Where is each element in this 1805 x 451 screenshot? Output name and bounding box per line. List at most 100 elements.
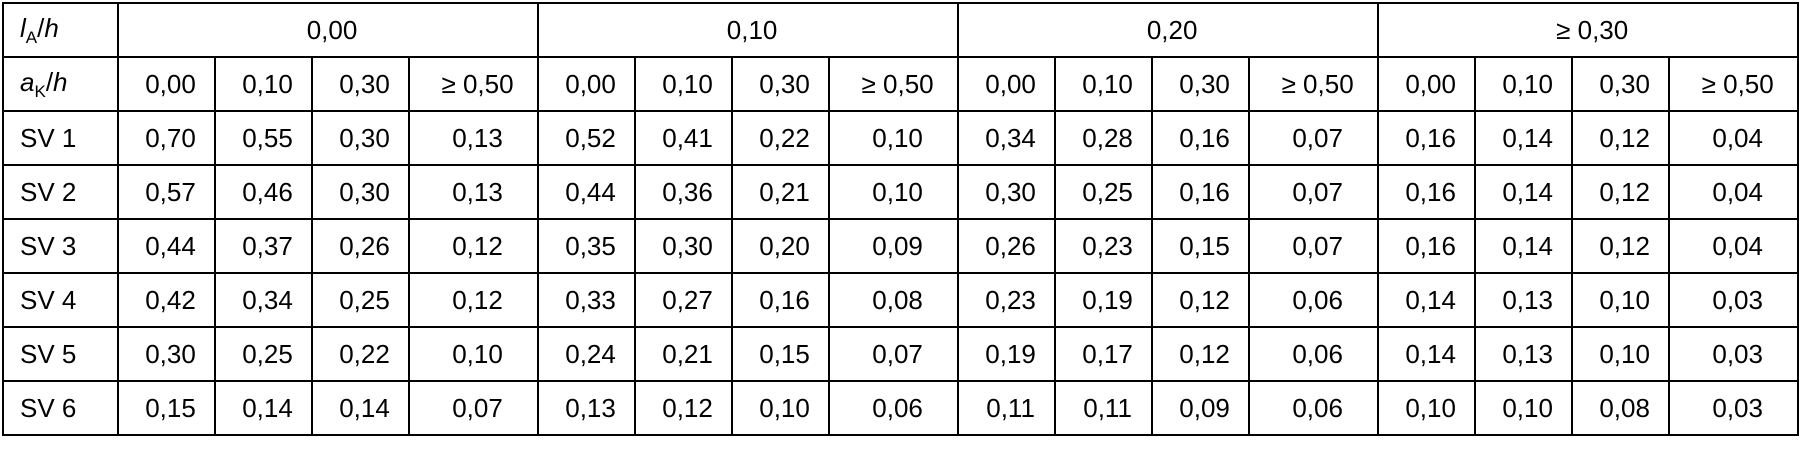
table-row: SV 1 0,70 0,55 0,30 0,13 0,52 0,41 0,22 0,10 0,34…: [2, 110, 1800, 166]
table-row: SV 2 0,57 0,46 0,30 0,13 0,44 0,36 0,21 0,10 0,30…: [2, 164, 1800, 220]
table-cell: 0,13: [537, 380, 637, 436]
corner-var: l: [20, 12, 26, 43]
table-cell: 0,14: [1377, 272, 1477, 328]
corner-den: h: [44, 12, 59, 43]
table-cell: 0,16: [1377, 164, 1477, 220]
corner-den: h: [53, 66, 68, 97]
table-cell: 0,33: [537, 272, 637, 328]
table-cell: 0,34: [957, 110, 1057, 166]
table-cell: 0,16: [1151, 164, 1251, 220]
table-cell: 0,28: [1054, 110, 1154, 166]
table-cell: 0,19: [957, 326, 1057, 382]
subcolumn-header: 0,00: [957, 56, 1057, 112]
table-cell: 0,12: [634, 380, 734, 436]
corner-header-ak-h: aK/h: [2, 56, 119, 112]
table-cell: 0,26: [957, 218, 1057, 274]
table-cell: 0,30: [311, 164, 410, 220]
table-cell: 0,15: [117, 380, 216, 436]
table-row: SV 5 0,30 0,25 0,22 0,10 0,24 0,21 0,15 0,07 0,19…: [2, 326, 1800, 382]
table-cell: 0,04: [1668, 164, 1800, 220]
table-cell: 0,04: [1668, 110, 1800, 166]
table-cell: 0,57: [117, 164, 216, 220]
table-cell: 0,11: [1054, 380, 1154, 436]
table-cell: 0,03: [1668, 272, 1800, 328]
subcolumn-header: 0,30: [1571, 56, 1671, 112]
table-cell: 0,20: [731, 218, 831, 274]
table-cell: 0,15: [731, 326, 831, 382]
subcolumn-header: ≥ 0,50: [828, 56, 960, 112]
table-cell: 0,10: [407, 326, 540, 382]
subcolumn-header: ≥ 0,50: [1248, 56, 1380, 112]
group-header-2: 0,20: [957, 2, 1380, 58]
subcolumn-header: 0,10: [1054, 56, 1154, 112]
table-cell: 0,16: [1151, 110, 1251, 166]
table-cell: 0,41: [634, 110, 734, 166]
table-cell: 0,12: [407, 218, 540, 274]
subcolumn-header: 0,30: [311, 56, 410, 112]
table-cell: 0,07: [828, 326, 960, 382]
table-row: SV 6 0,15 0,14 0,14 0,07 0,13 0,12 0,10 0,06 0,11…: [2, 380, 1800, 436]
table-cell: 0,37: [214, 218, 313, 274]
subcolumn-header: 0,00: [117, 56, 216, 112]
corner-slash: /: [37, 12, 45, 43]
table-cell: 0,13: [1474, 326, 1574, 382]
row-label: SV 5: [2, 326, 119, 382]
corner-sub: A: [25, 27, 38, 47]
table-cell: 0,15: [1151, 218, 1251, 274]
table-cell: 0,23: [1054, 218, 1154, 274]
table-cell: 0,12: [1151, 272, 1251, 328]
table-cell: 0,03: [1668, 380, 1800, 436]
table-cell: 0,36: [634, 164, 734, 220]
table-row: SV 4 0,42 0,34 0,25 0,12 0,33 0,27 0,16 0,08 0,23…: [2, 272, 1800, 328]
row-label: SV 4: [2, 272, 119, 328]
table-cell: 0,10: [1474, 380, 1574, 436]
subcolumn-header: ≥ 0,50: [1668, 56, 1800, 112]
table-cell: 0,25: [214, 326, 313, 382]
subcolumn-header: 0,10: [214, 56, 313, 112]
table-cell: 0,07: [1248, 164, 1380, 220]
table-cell: 0,16: [731, 272, 831, 328]
table-cell: 0,22: [731, 110, 831, 166]
table-cell: 0,08: [1571, 380, 1671, 436]
table-cell: 0,12: [1571, 164, 1671, 220]
table-cell: 0,52: [537, 110, 637, 166]
group-header-1: 0,10: [537, 2, 960, 58]
table-cell: 0,16: [1377, 218, 1477, 274]
table-cell: 0,10: [1377, 380, 1477, 436]
corner-sub: K: [34, 81, 46, 101]
corner-slash: /: [45, 66, 54, 97]
table-cell: 0,55: [214, 110, 313, 166]
table-cell: 0,06: [1248, 326, 1380, 382]
table-cell: 0,10: [828, 110, 960, 166]
table-cell: 0,14: [214, 380, 313, 436]
table-cell: 0,16: [1377, 110, 1477, 166]
table-cell: 0,09: [1151, 380, 1251, 436]
table-cell: 0,42: [117, 272, 216, 328]
subcolumn-header: 0,10: [1474, 56, 1574, 112]
table-cell: 0,30: [634, 218, 734, 274]
table-cell: 0,24: [537, 326, 637, 382]
table-cell: 0,12: [407, 272, 540, 328]
table-container: lA/h 0,00 0,10 0,20 ≥ 0,30 aK/h 0,00 0,10…: [2, 2, 1800, 436]
table-cell: 0,13: [407, 110, 540, 166]
table-cell: 0,70: [117, 110, 216, 166]
table-cell: 0,21: [731, 164, 831, 220]
table-cell: 0,23: [957, 272, 1057, 328]
table-cell: 0,08: [828, 272, 960, 328]
table-cell: 0,14: [311, 380, 410, 436]
table-cell: 0,14: [1474, 110, 1574, 166]
table-cell: 0,12: [1571, 218, 1671, 274]
table-cell: 0,06: [828, 380, 960, 436]
group-header-3: ≥ 0,30: [1377, 2, 1800, 58]
table-cell: 0,44: [537, 164, 637, 220]
row-label: SV 6: [2, 380, 119, 436]
table-cell: 0,10: [1571, 326, 1671, 382]
subcolumn-header: 0,10: [634, 56, 734, 112]
table-cell: 0,19: [1054, 272, 1154, 328]
table-cell: 0,07: [1248, 218, 1380, 274]
table-cell: 0,46: [214, 164, 313, 220]
table-cell: 0,07: [1248, 110, 1380, 166]
table-cell: 0,17: [1054, 326, 1154, 382]
table-cell: 0,03: [1668, 326, 1800, 382]
row-label: SV 3: [2, 218, 119, 274]
